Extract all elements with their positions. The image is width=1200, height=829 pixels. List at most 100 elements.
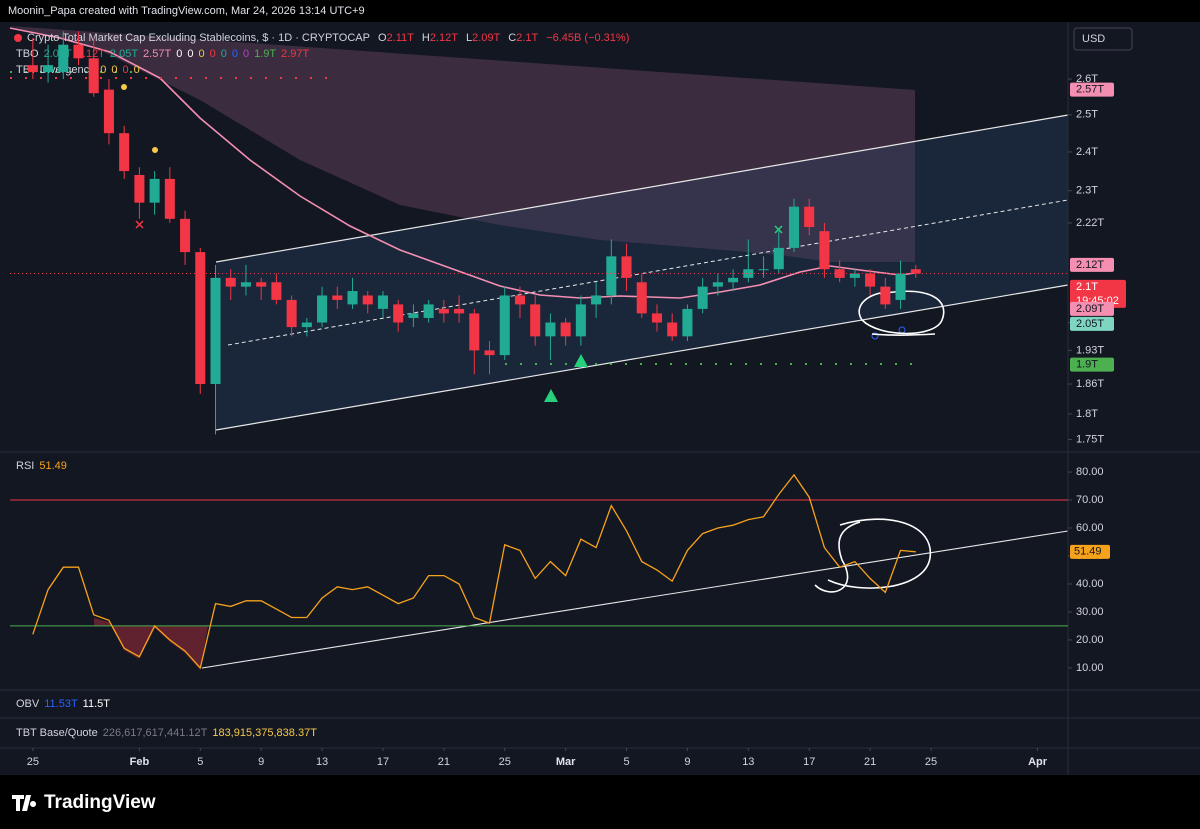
candle-body (621, 256, 632, 278)
signal-cross (135, 220, 144, 229)
y-tick-label: 40.00 (1076, 578, 1104, 590)
x-tick-label: 9 (258, 756, 264, 768)
legend-text: 11.53T (44, 698, 78, 710)
candle-body (119, 133, 130, 172)
x-tick-label: 21 (864, 756, 876, 768)
x-tick-label: 9 (684, 756, 690, 768)
last-price-badge (1070, 279, 1126, 308)
symbol-legend: Crypto Total Market Cap Excluding Stable… (27, 32, 629, 44)
legend-text: 226,617,617,441.12T (103, 727, 208, 739)
y-tick-label: 2.4T (1076, 146, 1098, 158)
candle-body (682, 308, 693, 337)
x-tick-label: 21 (438, 756, 450, 768)
legend-text: 0 (123, 64, 129, 76)
candle-body (667, 322, 678, 337)
price-badge-label: 2.09T (1076, 303, 1104, 315)
y-tick-label: 1.86T (1076, 378, 1104, 390)
candle-body (180, 218, 191, 253)
buy-signal (544, 389, 558, 402)
candle-body (788, 206, 800, 248)
legend-text: 1.9T (254, 48, 276, 60)
candle-body (454, 308, 465, 314)
candle-body (895, 273, 906, 300)
x-tick-label: Feb (130, 756, 150, 768)
chart-background (0, 22, 1200, 775)
y-tick-label: 2.22T (1076, 217, 1104, 229)
y-tick-label: 2.3T (1076, 185, 1098, 197)
currency-button[interactable] (1073, 27, 1133, 51)
candle-body (134, 175, 145, 203)
legend-text: 2.1T (516, 32, 538, 44)
legend-text: H (422, 32, 430, 44)
candle-body (697, 286, 708, 309)
candle-body (606, 256, 617, 296)
hand-drawn-circle (814, 518, 932, 593)
legend-text: 2.05T (110, 48, 138, 60)
price-badge (1070, 357, 1114, 372)
candle-body (164, 178, 175, 219)
currency[interactable]: USD (1082, 33, 1105, 45)
price-badge-label: 2.57T (1076, 84, 1104, 96)
price-badge-label: 2.05T (1076, 318, 1104, 330)
price-badge (1070, 82, 1114, 97)
candle-body (834, 269, 845, 278)
candle-body (728, 277, 739, 283)
rsi-badge-label: 51.49 (1074, 546, 1102, 558)
candle-body (880, 286, 891, 305)
hand-drawn-circle (858, 290, 945, 336)
y-tick-label: 70.00 (1076, 494, 1104, 506)
legend-text: 0 (187, 48, 193, 60)
x-tick-label: 13 (316, 756, 328, 768)
marks: 2.6T2.5T2.4T2.3T2.22T1.99T1.93T1.86T1.8T… (10, 31, 1126, 768)
candle-body (362, 295, 373, 305)
candle-body (712, 282, 723, 287)
legend-text: 0 (210, 48, 216, 60)
legend-text: 51.49 (39, 460, 67, 472)
candle-body (149, 178, 160, 203)
price-badge (1070, 301, 1114, 316)
y-tick-label: 80.00 (1076, 466, 1104, 478)
x-tick-label: Apr (1028, 756, 1048, 768)
x-tick-label: 25 (499, 756, 511, 768)
rsi-trendline (201, 530, 1069, 669)
candle-body (758, 269, 769, 271)
legend-text: 0 (243, 48, 249, 60)
candle-body (88, 58, 99, 94)
candle-body (103, 89, 114, 134)
candle-body (43, 65, 54, 73)
legend-text: 0 (198, 48, 204, 60)
candle-body (73, 44, 84, 59)
price-badge (1070, 257, 1114, 272)
legend-text: TBT Base/Quote (16, 727, 98, 739)
legend-text: OBV (16, 698, 40, 710)
channel-upper (215, 114, 1069, 263)
legend-text: Crypto Total Market Cap Excluding Stable… (27, 32, 370, 44)
legend-text: 2.09T (472, 32, 500, 44)
legend-text: 2.11T (387, 32, 415, 44)
x-tick-label: 5 (197, 756, 203, 768)
x-tick-label: Mar (556, 756, 576, 768)
candle-body (27, 65, 38, 73)
candle-body (256, 282, 267, 287)
x-tick-label: 5 (623, 756, 629, 768)
y-tick-label: 20.00 (1076, 634, 1104, 646)
y-tick-label: 60.00 (1076, 522, 1104, 534)
tbo-legend: TBO 2.09T 2.12T 2.05T 2.57T 0 0 0 0 0 0 0 1.9T 2.97T (16, 48, 309, 60)
channel-mid (227, 199, 1069, 346)
candle-body (286, 299, 297, 328)
candle-body (423, 304, 434, 318)
x-tick-label: 13 (742, 756, 754, 768)
candle-body (514, 295, 525, 305)
legend-text: 2.97T (281, 48, 309, 60)
y-tick-label: 1.8T (1076, 408, 1098, 420)
x-tick-label: 17 (377, 756, 389, 768)
candle-body (849, 273, 860, 278)
legend-text: RSI (16, 460, 34, 472)
candle-body (408, 313, 419, 318)
legend-text: 11.5T (83, 698, 111, 710)
candle-body (530, 304, 541, 337)
signal-dot (871, 332, 879, 340)
legend-text: 0 (134, 64, 140, 76)
